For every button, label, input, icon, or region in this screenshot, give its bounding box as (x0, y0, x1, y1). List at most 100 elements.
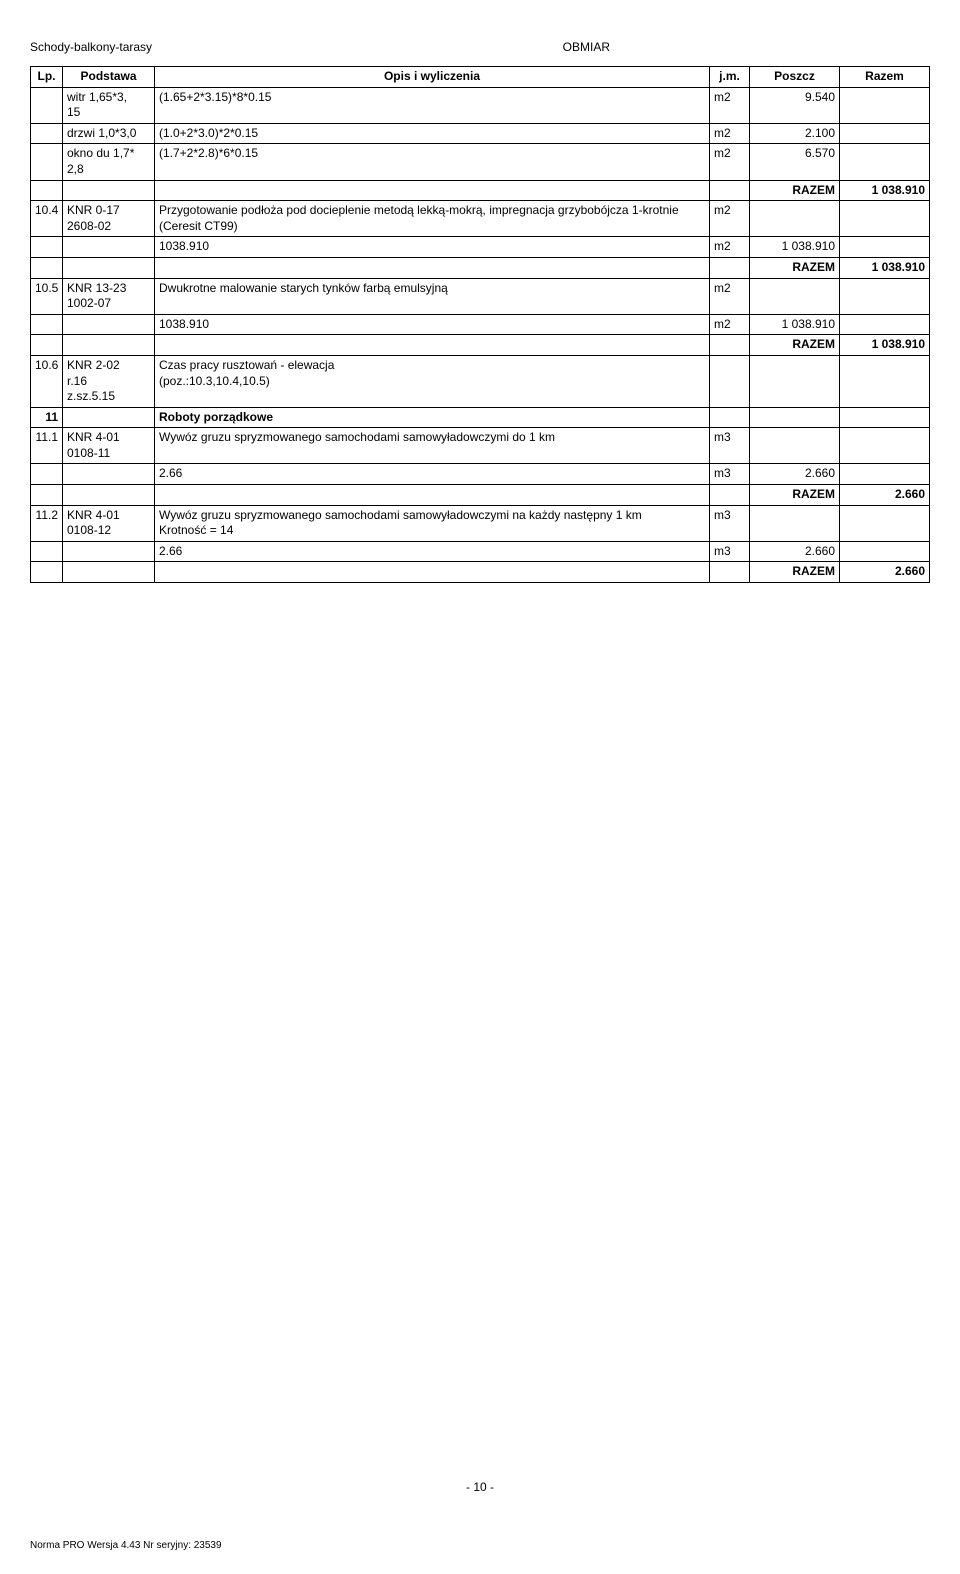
table-cell (750, 407, 840, 428)
table-cell: 2.66 (155, 541, 710, 562)
table-row: 2.66m32.660 (31, 464, 930, 485)
table-cell: 1038.910 (155, 237, 710, 258)
table-cell: 2.660 (750, 464, 840, 485)
table-row: RAZEM1 038.910 (31, 180, 930, 201)
table-cell (840, 505, 930, 541)
table-cell (750, 505, 840, 541)
table-cell (63, 541, 155, 562)
table-cell: Przygotowanie podłoża pod docieplenie me… (155, 201, 710, 237)
table-cell (63, 485, 155, 506)
table-row: 1038.910m21 038.910 (31, 314, 930, 335)
table-cell: KNR 4-01 0108-11 (63, 428, 155, 464)
table-cell: KNR 2-02 r.16 z.sz.5.15 (63, 355, 155, 407)
table-cell (840, 541, 930, 562)
table-row: RAZEM2.660 (31, 485, 930, 506)
table-cell (840, 407, 930, 428)
table-cell: KNR 4-01 0108-12 (63, 505, 155, 541)
table-row: drzwi 1,0*3,0(1.0+2*3.0)*2*0.15m22.100 (31, 123, 930, 144)
table-cell (155, 257, 710, 278)
table-cell (31, 464, 63, 485)
table-cell: RAZEM (750, 335, 840, 356)
table-cell: m2 (710, 237, 750, 258)
table-cell (31, 541, 63, 562)
table-cell (31, 562, 63, 583)
table-cell: KNR 13-23 1002-07 (63, 278, 155, 314)
table-cell (31, 335, 63, 356)
table-cell: 2.66 (155, 464, 710, 485)
table-cell: m3 (710, 464, 750, 485)
table-cell (155, 485, 710, 506)
table-cell (840, 123, 930, 144)
table-cell (31, 87, 63, 123)
table-cell: 2.660 (750, 541, 840, 562)
table-cell: m2 (710, 144, 750, 180)
table-cell: 1 038.910 (840, 335, 930, 356)
table-cell: m2 (710, 123, 750, 144)
table-cell: Roboty porządkowe (155, 407, 710, 428)
page-number: - 10 - (0, 1480, 960, 1494)
table-cell: 1 038.910 (840, 257, 930, 278)
table-cell: Czas pracy rusztowań - elewacja (poz.:10… (155, 355, 710, 407)
table-row: witr 1,65*3, 15(1.65+2*3.15)*8*0.15m29.5… (31, 87, 930, 123)
table-cell (63, 314, 155, 335)
table-cell: RAZEM (750, 485, 840, 506)
table-row: 10.4KNR 0-17 2608-02Przygotowanie podłoż… (31, 201, 930, 237)
table-cell: 2.100 (750, 123, 840, 144)
table-cell (155, 562, 710, 583)
table-cell (31, 314, 63, 335)
table-row: RAZEM1 038.910 (31, 257, 930, 278)
table-cell (840, 144, 930, 180)
table-cell: 1 038.910 (750, 237, 840, 258)
table-cell: m2 (710, 278, 750, 314)
table-cell (710, 407, 750, 428)
table-cell (63, 180, 155, 201)
table-cell: (1.7+2*2.8)*6*0.15 (155, 144, 710, 180)
table-row: 10.6KNR 2-02 r.16 z.sz.5.15Czas pracy ru… (31, 355, 930, 407)
table-cell: 10.6 (31, 355, 63, 407)
col-podstawa: Podstawa (63, 67, 155, 88)
table-cell: m3 (710, 541, 750, 562)
table-row: RAZEM2.660 (31, 562, 930, 583)
table-cell: KNR 0-17 2608-02 (63, 201, 155, 237)
table-cell: witr 1,65*3, 15 (63, 87, 155, 123)
table-cell: 11.1 (31, 428, 63, 464)
table-cell: m2 (710, 314, 750, 335)
table-cell (710, 485, 750, 506)
table-cell (840, 201, 930, 237)
table-cell: 1 038.910 (840, 180, 930, 201)
table-cell: Wywóz gruzu spryzmowanego samochodami sa… (155, 505, 710, 541)
table-cell (63, 407, 155, 428)
table-cell (840, 355, 930, 407)
table-cell (750, 201, 840, 237)
table-cell (155, 335, 710, 356)
table-cell (710, 257, 750, 278)
table-cell: RAZEM (750, 562, 840, 583)
table-cell (710, 562, 750, 583)
table-cell: m2 (710, 201, 750, 237)
table-body: witr 1,65*3, 15(1.65+2*3.15)*8*0.15m29.5… (31, 87, 930, 582)
table-cell: 6.570 (750, 144, 840, 180)
table-cell (63, 335, 155, 356)
table-cell: m3 (710, 428, 750, 464)
table-cell (840, 428, 930, 464)
table-cell (710, 335, 750, 356)
table-cell: 10.5 (31, 278, 63, 314)
table-cell (31, 144, 63, 180)
footer-note: Norma PRO Wersja 4.43 Nr seryjny: 23539 (30, 1540, 222, 1551)
table-cell: 9.540 (750, 87, 840, 123)
table-row: 11.1KNR 4-01 0108-11Wywóz gruzu spryzmow… (31, 428, 930, 464)
col-jm: j.m. (710, 67, 750, 88)
table-cell: 11 (31, 407, 63, 428)
col-poszcz: Poszcz (750, 67, 840, 88)
table-cell: (1.0+2*3.0)*2*0.15 (155, 123, 710, 144)
table-cell (840, 237, 930, 258)
table-row: 11 Roboty porządkowe (31, 407, 930, 428)
table-row: 1038.910m21 038.910 (31, 237, 930, 258)
table-cell: Wywóz gruzu spryzmowanego samochodami sa… (155, 428, 710, 464)
table-cell (840, 278, 930, 314)
table-cell (63, 562, 155, 583)
table-row: 11.2KNR 4-01 0108-12Wywóz gruzu spryzmow… (31, 505, 930, 541)
col-opis: Opis i wyliczenia (155, 67, 710, 88)
table-cell: 2.660 (840, 485, 930, 506)
table-cell: 11.2 (31, 505, 63, 541)
